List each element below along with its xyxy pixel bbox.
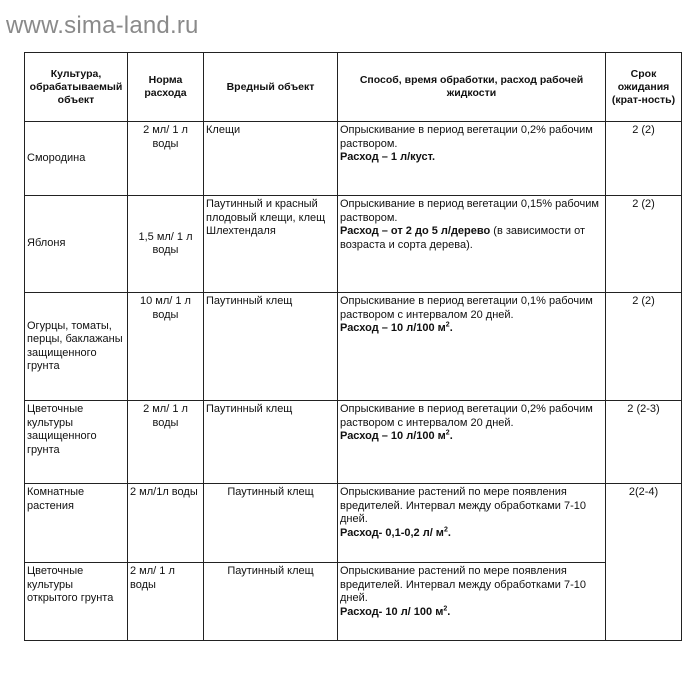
pest-cell: Паутинный клещ [203, 292, 338, 401]
method-text: Опрыскивание растений по мере появления … [340, 486, 587, 525]
superscript: 2 [445, 429, 450, 437]
consumption-note: (в зависимости от возраста и сорта дерев… [340, 225, 585, 251]
pest-cell: Паутинный и красный плодовый клещи, клещ… [203, 195, 338, 293]
method-cell: Опрыскивание в период вегетации 0,2% раб… [337, 121, 606, 196]
norm-cell: 2 мл/ 1 л воды [127, 562, 204, 641]
crop-cell: Комнатные растения [24, 483, 128, 563]
period: . [449, 322, 453, 334]
consumption-value: Расход – 10 л/100 м [340, 430, 446, 442]
wait-cell: 2 (2) [605, 195, 682, 293]
superscript: 2 [443, 525, 448, 533]
table-row: Цветочные культуры открытого грунта 2 мл… [24, 562, 682, 641]
period: . [447, 605, 451, 618]
crop-cell: Смородина [24, 121, 128, 196]
treatment-table: Культура, обрабатываемый объект Норма ра… [24, 52, 682, 641]
crop-cell: Цветочные культуры открытого грунта [24, 562, 128, 641]
table-row: Яблоня 1,5 мл/ 1 л воды Паутинный и крас… [24, 195, 682, 293]
period: . [447, 526, 451, 539]
table-row: Огурцы, томаты, перцы, баклажаны защищен… [24, 292, 682, 401]
norm-cell: 10 мл/ 1 л воды [127, 292, 204, 401]
consumption-text: Расход – 10 л/100 м2. [340, 429, 453, 442]
header-pest: Вредный объект [203, 52, 338, 122]
pest-cell: Паутинный клещ [203, 400, 338, 484]
method-cell: Опрыскивание растений по мере появления … [337, 562, 606, 641]
method-text: Опрыскивание в период вегетации 0,15% ра… [340, 198, 599, 224]
wait-cell: 2 (2) [605, 292, 682, 401]
header-norm: Норма расхода [127, 52, 204, 122]
header-crop: Культура, обрабатываемый объект [24, 52, 128, 122]
pest-cell: Паутинный клещ [203, 562, 338, 641]
table-row: Комнатные растения 2 мл/1л воды Паутинны… [24, 483, 682, 641]
consumption-text: Расход – 1 л/куст. [340, 151, 436, 163]
consumption-text: Расход- 0,1-0,2 л/ м2. [340, 525, 451, 539]
pest-cell: Паутинный клещ [203, 483, 338, 563]
crop-cell: Яблоня [24, 195, 128, 293]
header-method: Способ, время обработки, расход рабочей … [337, 52, 606, 122]
consumption-text: Расход – от 2 до 5 л/дерево [340, 225, 491, 237]
method-text: Опрыскивание в период вегетации 0,1% раб… [340, 295, 593, 321]
table-row: Цветочные культуры защищенного грунта 2 … [24, 400, 682, 484]
method-text: Опрыскивание в период вегетации 0,2% раб… [340, 403, 593, 429]
method-cell: Опрыскивание в период вегетации 0,15% ра… [337, 195, 606, 293]
method-cell: Опрыскивание в период вегетации 0,1% раб… [337, 292, 606, 401]
wait-cell: 2 (2) [605, 121, 682, 196]
method-text: Опрыскивание растений по мере появления … [340, 565, 587, 604]
table-row: Смородина 2 мл/ 1 л воды Клещи Опрыскива… [24, 121, 682, 196]
header-wait: Срок ожидания (крат-ность) [605, 52, 682, 122]
consumption-text: Расход – 10 л/100 м2. [340, 321, 453, 334]
superscript: 2 [445, 321, 450, 329]
superscript: 2 [443, 604, 448, 612]
consumption-value: Расход- 0,1-0,2 л/ м [340, 526, 444, 539]
wait-cell: 2(2-4) [605, 483, 682, 641]
consumption-text: Расход- 10 л/ 100 м2. [340, 604, 451, 618]
consumption-value: Расход – 10 л/100 м [340, 322, 446, 334]
norm-cell: 1,5 мл/ 1 л воды [127, 195, 204, 293]
period: . [449, 430, 453, 442]
method-cell: Опрыскивание в период вегетации 0,2% раб… [337, 400, 606, 484]
table-header-row: Культура, обрабатываемый объект Норма ра… [24, 52, 682, 122]
consumption-value: Расход- 10 л/ 100 м [340, 605, 444, 618]
wait-cell: 2 (2-3) [605, 400, 682, 484]
watermark: www.sima-land.ru [6, 12, 199, 39]
norm-cell: 2 мл/ 1 л воды [127, 121, 204, 196]
crop-cell: Огурцы, томаты, перцы, баклажаны защищен… [24, 292, 128, 401]
method-text: Опрыскивание в период вегетации 0,2% раб… [340, 124, 593, 150]
pest-cell: Клещи [203, 121, 338, 196]
method-cell: Опрыскивание растений по мере появления … [337, 483, 606, 563]
crop-cell: Цветочные культуры защищенного грунта [24, 400, 128, 484]
norm-cell: 2 мл/1л воды [127, 483, 204, 563]
norm-cell: 2 мл/ 1 л воды [127, 400, 204, 484]
